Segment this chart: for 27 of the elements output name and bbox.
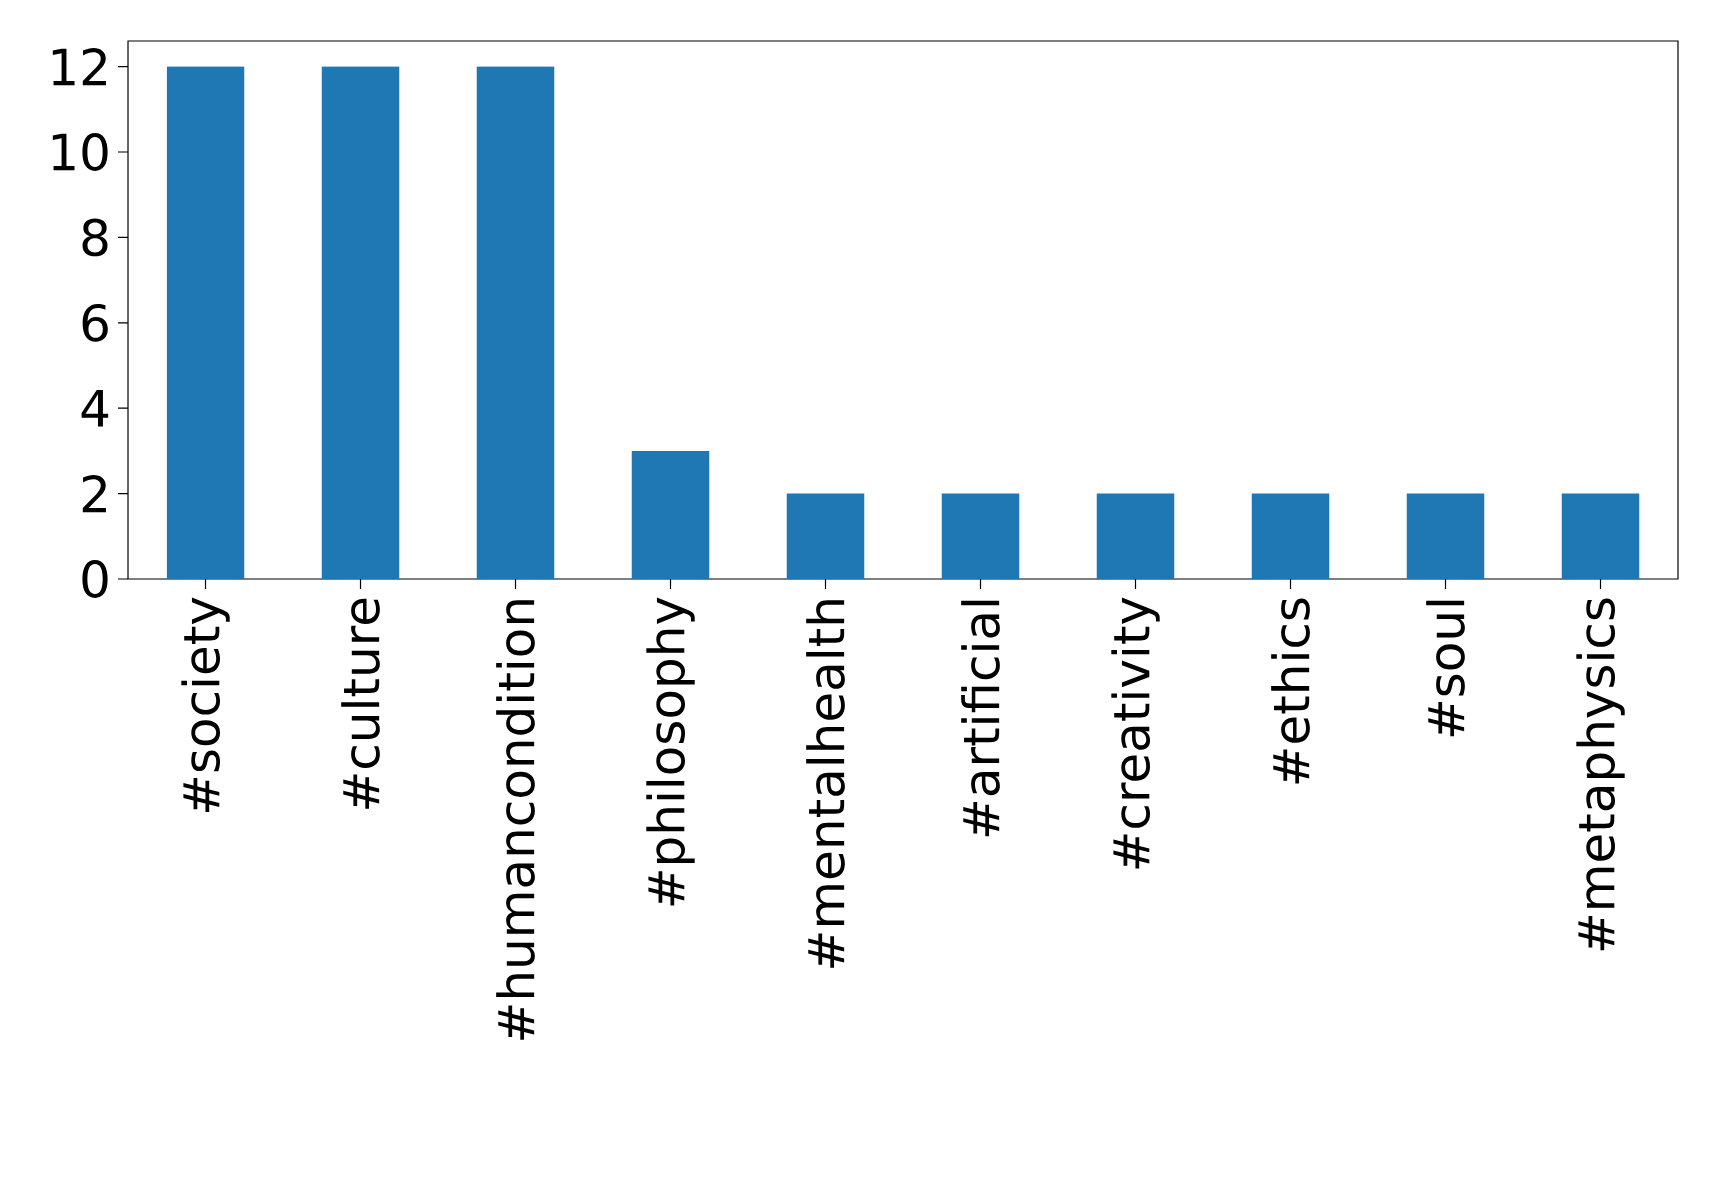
- y-tick-label: 10: [52, 133, 108, 171]
- bar: [1561, 493, 1640, 579]
- bar: [476, 66, 555, 579]
- x-tick-label: #creativity: [1111, 597, 1160, 869]
- y-tick-label: 0: [82, 560, 108, 598]
- bar: [1096, 493, 1175, 579]
- bar: [1251, 493, 1330, 579]
- x-tick-label: #society: [181, 597, 230, 813]
- y-tick-label: 12: [52, 48, 106, 86]
- x-tick-label: #soul: [1426, 600, 1465, 737]
- bar: [786, 493, 865, 579]
- x-tick-label: #ethics: [1271, 598, 1310, 784]
- bar: [166, 66, 245, 579]
- x-tick-label: #culture: [341, 598, 380, 809]
- y-tick-label: 4: [81, 389, 109, 427]
- x-tick-label: #humancondition: [496, 600, 535, 1040]
- x-tick-label: #mentalhealth: [806, 600, 845, 968]
- y-tick-label: 2: [82, 475, 106, 513]
- bar: [631, 450, 710, 579]
- x-tick-label: #metaphysics: [1576, 598, 1625, 951]
- y-tick-label: 6: [82, 303, 108, 342]
- x-tick-label: #philosophy: [646, 597, 695, 906]
- x-tick-label: #artificial: [961, 600, 1000, 837]
- bar: [941, 493, 1020, 579]
- bar: [321, 66, 400, 579]
- bar: [1406, 493, 1485, 579]
- y-tick-label: 8: [82, 218, 108, 257]
